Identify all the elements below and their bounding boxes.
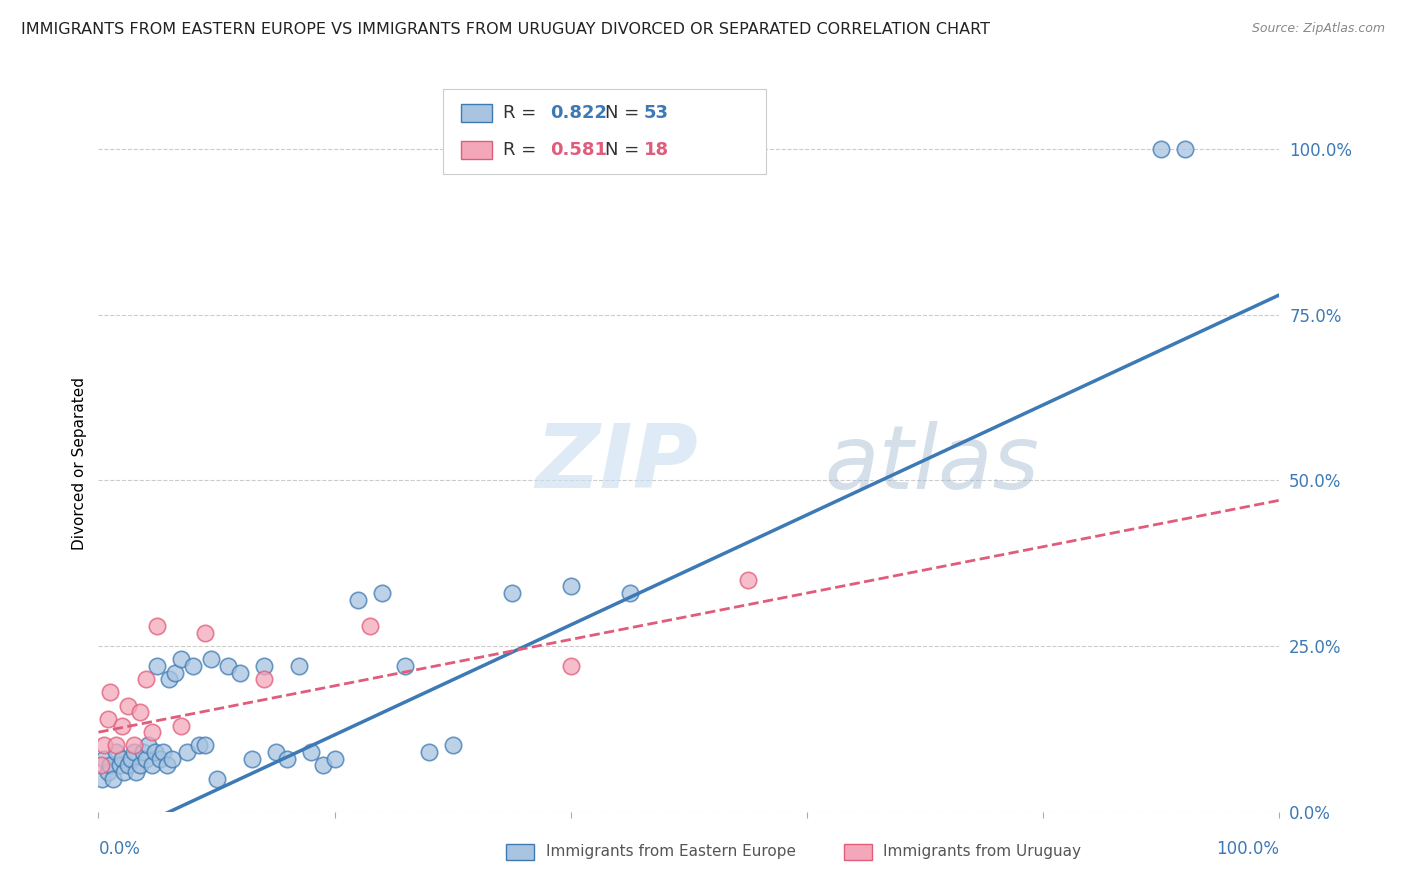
Point <box>146 619 169 633</box>
Point <box>98 685 121 699</box>
Text: 53: 53 <box>644 104 669 122</box>
Point <box>156 758 179 772</box>
Text: ZIP: ZIP <box>536 420 699 508</box>
Point <box>121 752 143 766</box>
Point <box>125 764 148 779</box>
Point <box>93 752 115 766</box>
Point <box>170 652 193 666</box>
Text: 18: 18 <box>644 141 669 159</box>
Point <box>157 672 180 686</box>
Point <box>149 752 172 766</box>
Point <box>299 745 322 759</box>
Point <box>501 586 523 600</box>
Point <box>194 739 217 753</box>
Point <box>323 752 346 766</box>
Point <box>112 764 135 779</box>
Point <box>737 573 759 587</box>
Point <box>136 739 159 753</box>
Text: 0.581: 0.581 <box>550 141 607 159</box>
Point <box>560 659 582 673</box>
Point <box>91 772 114 786</box>
Point <box>97 712 120 726</box>
Point <box>1150 142 1173 156</box>
Y-axis label: Divorced or Separated: Divorced or Separated <box>72 377 87 550</box>
Point <box>90 758 112 772</box>
Point <box>128 758 150 772</box>
Point <box>122 745 145 759</box>
Text: 0.822: 0.822 <box>550 104 607 122</box>
Text: IMMIGRANTS FROM EASTERN EUROPE VS IMMIGRANTS FROM URUGUAY DIVORCED OR SEPARATED : IMMIGRANTS FROM EASTERN EUROPE VS IMMIGR… <box>21 22 990 37</box>
Point <box>229 665 252 680</box>
Point <box>187 739 209 753</box>
Point <box>160 752 183 766</box>
Point <box>253 659 276 673</box>
Point <box>117 758 139 772</box>
Text: N =: N = <box>605 104 644 122</box>
Text: atlas: atlas <box>825 421 1039 507</box>
Point <box>152 745 174 759</box>
Point <box>240 752 263 766</box>
Point <box>181 659 204 673</box>
Point <box>347 592 370 607</box>
Point <box>135 752 157 766</box>
Point <box>143 745 166 759</box>
Point <box>93 739 115 753</box>
Point <box>264 745 287 759</box>
Point <box>117 698 139 713</box>
Text: 100.0%: 100.0% <box>1216 839 1279 857</box>
Text: 0.0%: 0.0% <box>98 839 141 857</box>
Point <box>170 718 193 732</box>
Point <box>146 659 169 673</box>
Text: R =: R = <box>503 141 543 159</box>
Point <box>98 758 121 772</box>
Point <box>312 758 335 772</box>
Point <box>111 718 134 732</box>
Point <box>194 625 217 640</box>
Point <box>217 659 239 673</box>
Text: Immigrants from Eastern Europe: Immigrants from Eastern Europe <box>546 845 796 859</box>
Point <box>105 739 128 753</box>
Point <box>111 752 134 766</box>
Point <box>105 745 128 759</box>
Point <box>176 745 198 759</box>
Text: N =: N = <box>605 141 644 159</box>
Point <box>141 725 163 739</box>
Point <box>135 672 157 686</box>
Point <box>122 739 145 753</box>
Point <box>132 745 155 759</box>
Point <box>359 619 381 633</box>
Point <box>141 758 163 772</box>
Text: R =: R = <box>503 104 543 122</box>
Point <box>418 745 440 759</box>
Point <box>394 659 416 673</box>
Point <box>1174 142 1197 156</box>
Point <box>253 672 276 686</box>
Point <box>128 706 150 720</box>
Point <box>200 652 222 666</box>
Point <box>101 772 124 786</box>
Point <box>560 579 582 593</box>
Point <box>619 586 641 600</box>
Point <box>441 739 464 753</box>
Point <box>288 659 311 673</box>
Point <box>371 586 394 600</box>
Text: Immigrants from Uruguay: Immigrants from Uruguay <box>883 845 1081 859</box>
Point <box>165 665 187 680</box>
Point <box>276 752 298 766</box>
Point <box>205 772 228 786</box>
Point <box>108 758 131 772</box>
Point <box>97 764 120 779</box>
Text: Source: ZipAtlas.com: Source: ZipAtlas.com <box>1251 22 1385 36</box>
